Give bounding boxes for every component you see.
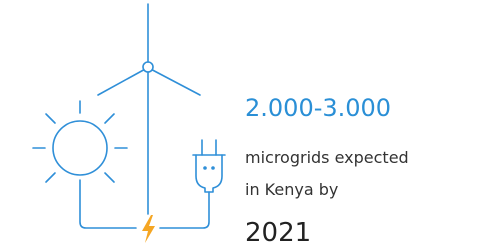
plug-dot (211, 166, 215, 170)
sun-rays (33, 101, 127, 182)
wire (160, 192, 209, 228)
turbine-blade (153, 70, 201, 95)
lightning-bolt (142, 215, 155, 243)
icon-illustration (33, 4, 225, 243)
plug (193, 140, 225, 192)
infographic: 2.000-3.000 microgrids expected in Kenya… (0, 0, 491, 246)
turbine-hub (143, 62, 153, 72)
sun (53, 121, 107, 175)
description-line: microgrids expected (245, 148, 409, 167)
plug-dot (203, 166, 207, 170)
wire (80, 180, 136, 228)
headline: 2.000-3.000 (245, 94, 391, 122)
description-line: in Kenya by (245, 180, 338, 199)
turbine-blade (98, 70, 144, 95)
year: 2021 (245, 218, 311, 246)
